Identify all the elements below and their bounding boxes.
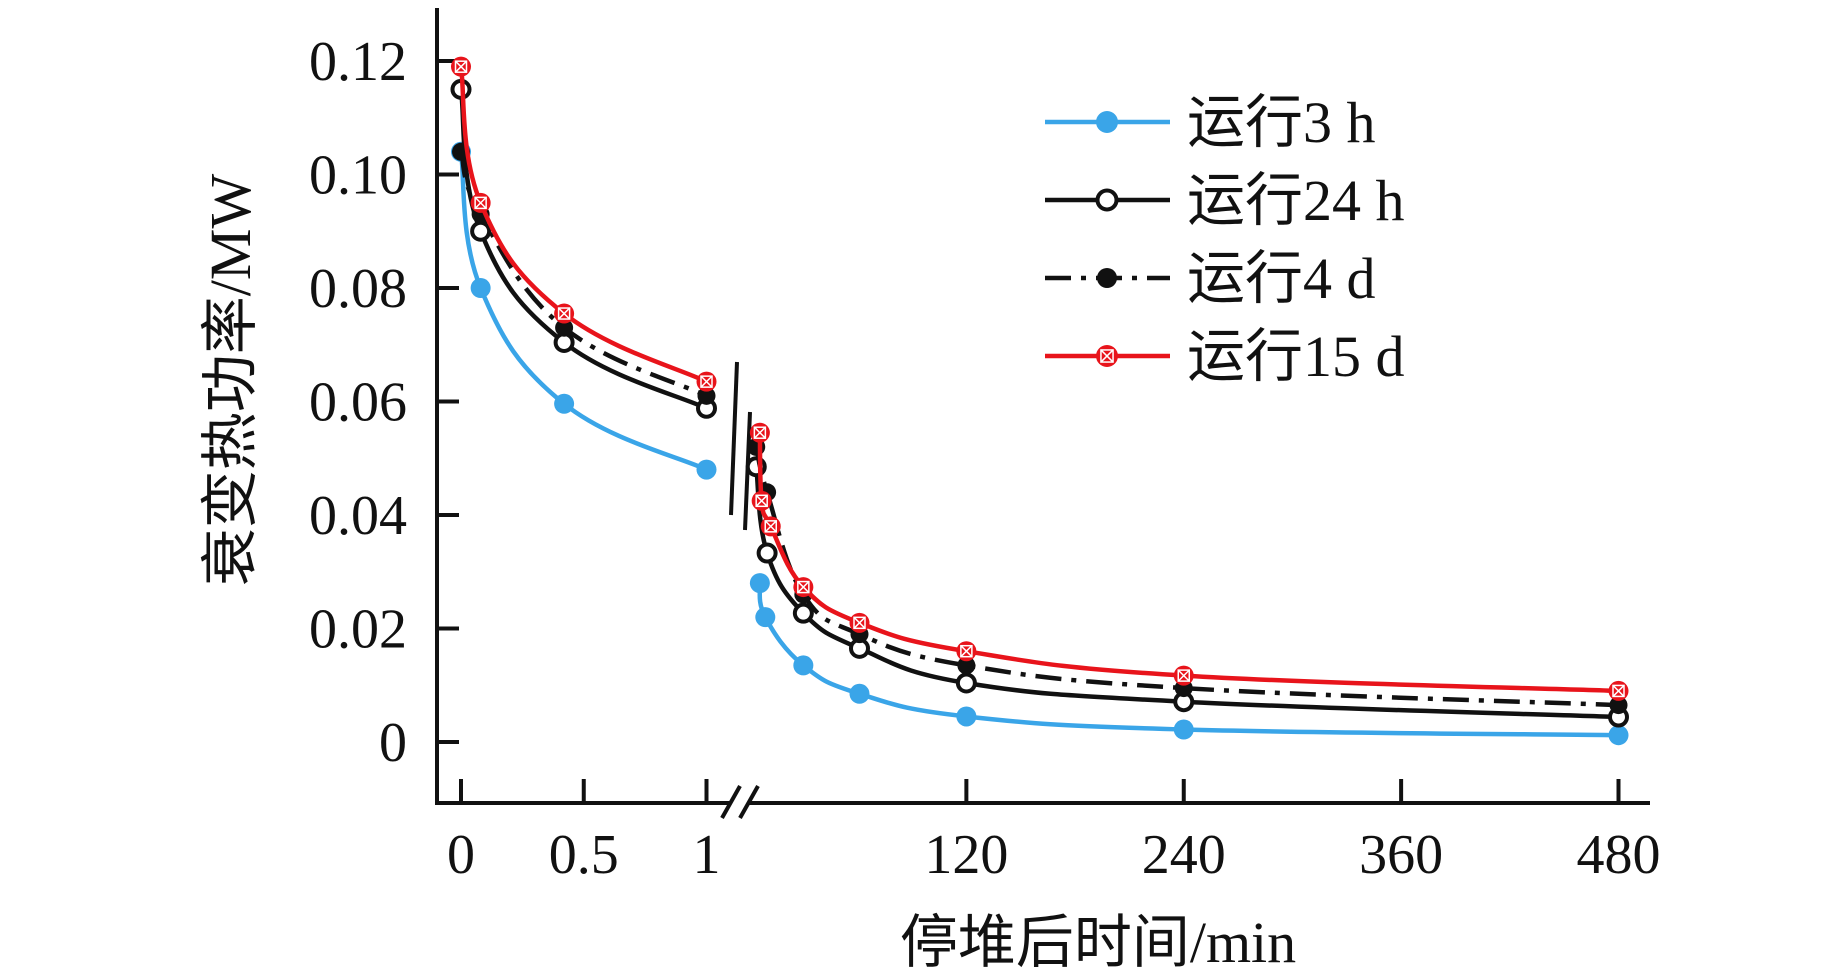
marker-filled-circle bbox=[696, 459, 717, 480]
marker-open-circle bbox=[756, 542, 778, 564]
marker-filled-circle bbox=[697, 386, 716, 405]
marker-filled-circle bbox=[755, 607, 776, 628]
marker-open-circle bbox=[1095, 188, 1119, 212]
marker-filled-circle bbox=[1096, 111, 1118, 133]
marker-crossed-circle bbox=[793, 577, 814, 598]
series-1 bbox=[450, 78, 1629, 728]
series-layer bbox=[450, 56, 1629, 746]
marker-crossed-circle bbox=[554, 303, 575, 324]
marker-filled-circle bbox=[555, 318, 574, 337]
series-line bbox=[458, 151, 708, 472]
series-line bbox=[458, 66, 708, 384]
marker-crossed-circle bbox=[470, 192, 491, 213]
marker-crossed-circle bbox=[1173, 665, 1194, 686]
marker-filled-circle bbox=[554, 393, 575, 414]
marker-filled-circle bbox=[957, 656, 976, 675]
y-tick-label: 0.08 bbox=[309, 258, 407, 320]
marker-open-circle bbox=[470, 220, 492, 242]
marker-crossed-circle bbox=[849, 612, 870, 633]
marker-crossed-circle bbox=[751, 490, 772, 511]
x-axis-break-mark bbox=[738, 785, 760, 819]
marker-filled-circle bbox=[470, 278, 491, 298]
marker-filled-circle bbox=[1097, 268, 1117, 288]
series-line bbox=[754, 446, 1619, 708]
x-tick-label: 1 bbox=[693, 824, 721, 886]
x-axis-break-mark bbox=[720, 785, 742, 819]
x-tick-label: 360 bbox=[1359, 824, 1443, 886]
y-tick-label: 0.04 bbox=[309, 485, 407, 547]
marker-filled-circle bbox=[849, 683, 870, 704]
marker-filled-circle bbox=[749, 573, 770, 594]
marker-open-circle bbox=[792, 602, 814, 624]
x-axis-label: 停堆后时间/min bbox=[900, 910, 1296, 975]
plot-break-bar bbox=[729, 361, 739, 516]
marker-crossed-circle bbox=[749, 422, 770, 443]
series-0 bbox=[451, 141, 1629, 746]
y-tick-label: 0.10 bbox=[309, 145, 407, 207]
marker-filled-circle bbox=[956, 706, 977, 727]
marker-open-circle bbox=[955, 672, 977, 694]
legend-label: 运行15 d bbox=[1187, 324, 1405, 389]
x-tick-label: 0.5 bbox=[549, 824, 619, 886]
x-tick-label: 120 bbox=[924, 824, 1008, 886]
marker-crossed-circle bbox=[1608, 680, 1629, 701]
marker-crossed-circle bbox=[696, 371, 717, 392]
legend-item: 运行4 d bbox=[1045, 246, 1376, 311]
axes: 0 0.02 0.04 0.06 0.08 0.10 0.12 0 0.5 1 120 240 360 4… bbox=[309, 8, 1661, 886]
legend-label: 运行24 h bbox=[1187, 168, 1405, 233]
series-3 bbox=[451, 56, 1629, 701]
x-tick-label: 0 bbox=[447, 824, 475, 886]
series-line bbox=[757, 432, 1619, 694]
marker-crossed-circle bbox=[760, 516, 781, 537]
legend-item: 运行15 d bbox=[1045, 324, 1405, 389]
x-tick-label: 480 bbox=[1577, 824, 1661, 886]
x-tick-label: 240 bbox=[1142, 824, 1226, 886]
legend-label: 运行3 h bbox=[1187, 90, 1376, 155]
marker-crossed-circle bbox=[1096, 345, 1118, 367]
legend-label: 运行4 d bbox=[1187, 246, 1376, 311]
series-line bbox=[754, 466, 1619, 720]
series-2 bbox=[452, 142, 1628, 715]
series-line bbox=[458, 151, 708, 398]
y-tick-label: 0.12 bbox=[309, 31, 407, 93]
y-tick-label: 0 bbox=[379, 712, 407, 774]
marker-filled-circle bbox=[1173, 719, 1194, 740]
legend-item: 运行24 h bbox=[1045, 168, 1405, 233]
marker-filled-circle bbox=[1608, 725, 1629, 746]
legend-item: 运行3 h bbox=[1045, 90, 1376, 155]
y-tick-label: 0.02 bbox=[309, 599, 407, 661]
y-axis-label: 衰变热功率/MW bbox=[198, 174, 263, 587]
marker-filled-circle bbox=[1609, 696, 1628, 715]
y-tick-label: 0.06 bbox=[309, 372, 407, 434]
marker-crossed-circle bbox=[451, 56, 471, 77]
marker-filled-circle bbox=[793, 655, 814, 676]
legend: 运行3 h 运行24 h 运行4 d 运行15 d bbox=[1045, 90, 1405, 389]
marker-crossed-circle bbox=[956, 641, 977, 662]
